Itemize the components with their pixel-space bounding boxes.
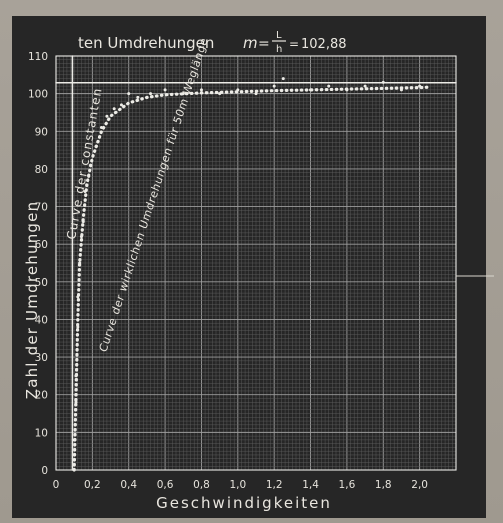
observation-point	[345, 88, 349, 92]
formula-numerator: L	[276, 30, 282, 41]
plot-frame	[55, 55, 457, 471]
x-tick-label: 0,4	[120, 479, 137, 491]
x-tick-label: 1,0	[229, 479, 246, 491]
observation-point	[272, 84, 276, 88]
observation-point	[112, 107, 116, 111]
observation-point	[381, 80, 385, 84]
x-tick-label: 0,8	[193, 479, 210, 491]
observation-point	[105, 114, 109, 118]
observation-points	[72, 77, 422, 442]
grid	[55, 55, 457, 471]
observation-point	[199, 88, 203, 92]
y-tick-label: 0	[41, 465, 48, 477]
x-tick-label: 0,2	[84, 479, 101, 491]
x-tick-label: 0	[53, 479, 60, 491]
y-tick-label: 60	[35, 239, 48, 251]
observation-point	[254, 92, 258, 96]
series-line	[72, 85, 431, 472]
formula-equals: =	[258, 36, 270, 52]
chart-plate	[12, 16, 486, 518]
observation-point	[163, 88, 167, 92]
axes	[55, 55, 457, 471]
formula-equals-2: =	[289, 37, 299, 51]
observation-point	[399, 88, 403, 92]
formula-denominator: h	[276, 44, 282, 55]
formula-rhs: 102,88	[301, 37, 347, 52]
observation-point	[94, 144, 98, 148]
title-prefix: ten Umdrehungen	[78, 34, 214, 52]
y-tick-label: 20	[35, 390, 48, 402]
observation-point	[181, 92, 185, 96]
x-tick-label: 1,8	[375, 479, 392, 491]
observation-point	[89, 163, 93, 167]
observation-point	[83, 189, 87, 193]
observation-point	[76, 325, 80, 329]
series-group	[55, 55, 457, 472]
observation-point	[418, 84, 422, 88]
observation-point	[76, 295, 80, 299]
observation-point	[218, 92, 222, 96]
y-tick-label: 10	[35, 427, 48, 439]
observation-point	[281, 77, 285, 81]
x-tick-label: 2,0	[411, 479, 428, 491]
y-tick-label: 110	[28, 51, 48, 63]
x-tick-label: 1,2	[266, 479, 283, 491]
x-tick-label: 0,6	[157, 479, 174, 491]
observation-point	[79, 235, 83, 239]
y-tick-label: 80	[35, 164, 48, 176]
y-axis-label: Zahl der Umdrehungen	[23, 201, 41, 400]
y-tick-label: 70	[35, 202, 48, 214]
observation-point	[127, 92, 131, 96]
formula-lhs: m	[243, 34, 258, 52]
y-tick-label: 30	[35, 352, 48, 364]
observation-point	[72, 438, 76, 442]
observation-point	[309, 88, 313, 92]
observation-point	[74, 400, 78, 404]
observation-point	[74, 374, 78, 378]
x-tick-label: 1,4	[302, 479, 319, 491]
observation-point	[363, 84, 367, 88]
observation-point	[119, 103, 123, 107]
x-axis-label: Geschwindigkeiten	[156, 494, 332, 512]
y-tick-label: 40	[35, 314, 48, 326]
x-tick-label: 1,6	[339, 479, 356, 491]
annotation-constant-curve: Curve der constanten	[64, 86, 105, 240]
observation-point	[87, 174, 91, 178]
y-tick-label: 100	[28, 89, 48, 101]
observation-point	[81, 220, 85, 224]
y-tick-label: 50	[35, 277, 48, 289]
observation-point	[99, 126, 103, 130]
observation-point	[236, 88, 240, 92]
observation-point	[327, 84, 331, 88]
observation-point	[78, 261, 82, 265]
observation-point	[149, 92, 153, 96]
y-tick-label: 90	[35, 126, 48, 138]
tick-labels: 0 0,2 0,4 0,6 0,8 1,0 1,2 1,4 1,6 1,8 2,0 0 10 20 30 40…	[28, 51, 428, 491]
observation-point	[136, 95, 140, 99]
